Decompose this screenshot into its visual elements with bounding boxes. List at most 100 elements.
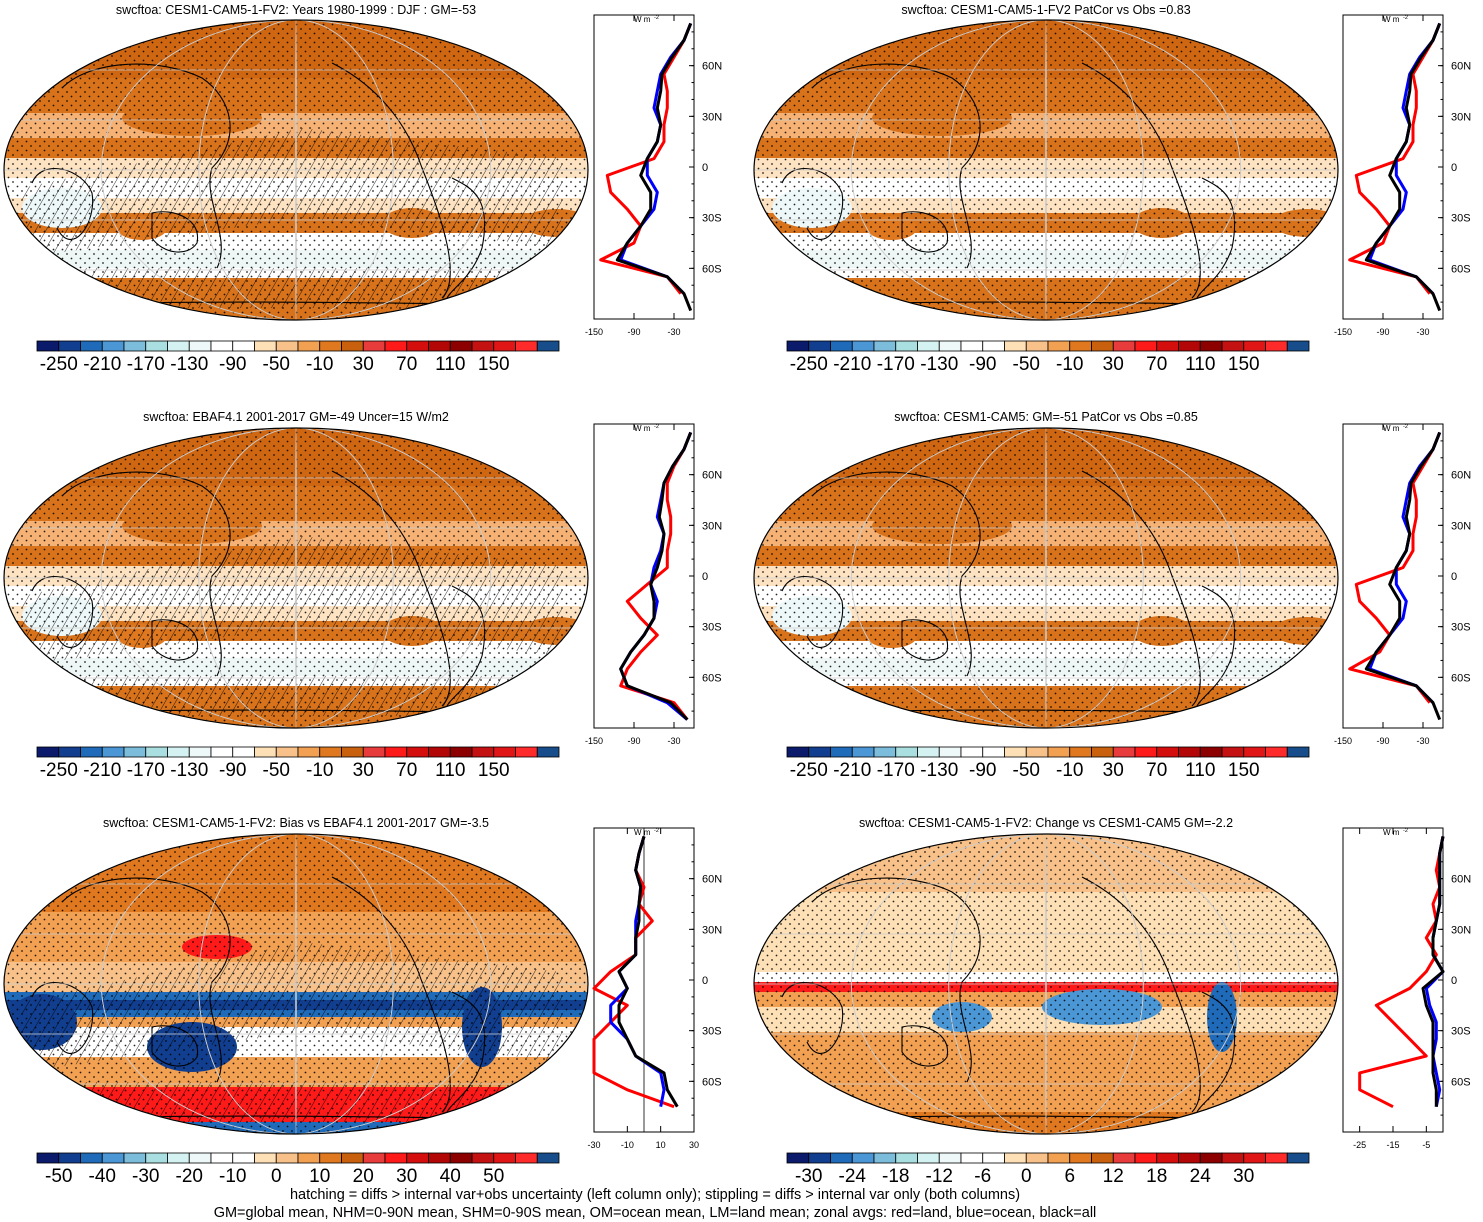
graticule-longitude: [850, 834, 1242, 1134]
zonal-ytick-label: 60N: [702, 470, 722, 482]
colorbar-swatch: [1025, 340, 1049, 352]
zonal-ytick-label: 60N: [702, 874, 722, 886]
colorbar-swatch: [1286, 746, 1310, 758]
graticule-longitude: [100, 20, 492, 320]
map-title: swcftoa: EBAF4.1 2001-2017 GM=-49 Uncer=…: [143, 410, 449, 424]
colorbar-tick-label: -10: [306, 354, 334, 375]
colorbar-swatch: [536, 340, 560, 352]
colorbar-swatch: [982, 340, 1005, 352]
colorbar-swatch: [1286, 340, 1310, 352]
colorbar-swatch: [1265, 1152, 1288, 1164]
colorbar-swatch: [938, 340, 962, 352]
colorbar-swatch: [873, 340, 897, 352]
zonal-land-line: [592, 835, 675, 1109]
zonal-land-line: [1348, 431, 1442, 704]
colorbar-swatch: [384, 1152, 408, 1164]
zonal-ytick-label: 0: [702, 571, 708, 583]
zonal-xtick-label: -30: [667, 736, 680, 746]
colorbar-swatch: [1047, 746, 1071, 758]
colorbar-swatch: [938, 1152, 962, 1164]
colorbar-tick-label: 110: [1185, 354, 1216, 375]
colorbar-swatch: [851, 340, 875, 352]
colorbar-swatch: [1134, 746, 1158, 758]
colorbar-tick-label: -170: [126, 354, 165, 375]
colorbar-swatch: [101, 340, 125, 352]
colorbar-swatch: [167, 746, 190, 758]
map-title: swcftoa: CESM1-CAM5-1-FV2: Change vs CES…: [858, 816, 1234, 830]
colorbar-swatch: [471, 340, 495, 352]
colorbar-swatch: [1199, 746, 1223, 758]
zonal-xtick-label: -30: [1416, 736, 1429, 746]
coastlines: [754, 62, 1338, 309]
zonal-all-line: [1364, 431, 1442, 721]
graticule-longitude: [850, 428, 1242, 728]
colorbar-swatch: [384, 746, 408, 758]
colorbar-swatch: [1221, 1152, 1245, 1164]
colorbar-swatch: [1156, 746, 1179, 758]
zonal-ytick-label: 60S: [1451, 672, 1471, 684]
zonal-ytick-label: 30S: [702, 622, 722, 634]
zonal-ytick-label: 30N: [702, 111, 722, 123]
zonal-ytick-label: 60N: [1451, 874, 1471, 886]
graticule-longitude: [1045, 20, 1047, 320]
colorbar-swatch: [895, 746, 918, 758]
colorbar-swatch: [1047, 1152, 1071, 1164]
colorbar-tick-label: -130: [170, 760, 209, 781]
colorbar-tick-label: -170: [876, 354, 915, 375]
zonal-ytick-label: 30S: [1451, 213, 1471, 225]
colorbar-swatch: [982, 1152, 1005, 1164]
colorbar-tick-label: 10: [309, 1166, 331, 1187]
zonal-ytick-label: 30N: [702, 924, 722, 936]
colorbar-swatch: [808, 746, 831, 758]
colorbar-swatch: [254, 746, 277, 758]
zonal-units-exponent: -2: [1403, 15, 1408, 21]
colorbar-tick-label: -50: [262, 354, 290, 375]
colorbar-swatch: [786, 340, 810, 352]
colorbar-swatch: [1134, 340, 1158, 352]
colorbar-swatch: [341, 746, 364, 758]
colorbar-tick-label: 18: [1146, 1166, 1168, 1187]
colorbar-swatch: [406, 340, 429, 352]
colorbar-swatch: [917, 340, 940, 352]
graticule-longitude: [100, 428, 492, 728]
colorbar-tick-label: -10: [1056, 760, 1084, 781]
colorbar-swatch: [167, 1152, 190, 1164]
colorbar: [36, 1152, 560, 1164]
colorbar-tick-label: -130: [170, 354, 209, 375]
zonal-units-exponent: -2: [654, 828, 659, 834]
zonal-xtick-label: -30: [587, 1140, 600, 1150]
zonal-ytick-label: 30S: [1451, 1026, 1471, 1038]
colorbar-tick-label: 6: [1064, 1166, 1076, 1187]
colorbar-swatch: [1069, 340, 1092, 352]
colorbar-tick-label: -210: [833, 354, 872, 375]
robinson-map: [753, 833, 1339, 1135]
colorbar-tick-label: -170: [876, 760, 915, 781]
colorbar-swatch: [938, 746, 962, 758]
colorbar-swatch: [428, 340, 451, 352]
map-title: swcftoa: CESM1-CAM5: GM=-51 PatCor vs Ob…: [894, 410, 1198, 424]
colorbar-tick-label: 40: [439, 1166, 461, 1187]
map-title: swcftoa: CESM1-CAM5-1-FV2 PatCor vs Obs …: [901, 3, 1191, 17]
colorbar-tick-label: 70: [1146, 354, 1168, 375]
zonal-xtick-label: -150: [1334, 736, 1352, 746]
colorbar-tick-label: 110: [1185, 760, 1216, 781]
colorbar-tick-label: -250: [789, 354, 828, 375]
map-outline: [3, 833, 589, 1135]
map-outline: [3, 19, 589, 321]
zonal-units-exponent: -2: [654, 15, 659, 21]
colorbar-swatch: [960, 746, 984, 758]
graticule-longitude: [295, 834, 297, 1134]
colorbar-swatch: [297, 746, 321, 758]
colorbar-tick-label: 150: [477, 760, 510, 781]
colorbar-swatch: [960, 340, 984, 352]
colorbar-swatch: [319, 746, 342, 758]
colorbar-tick-label: -210: [83, 354, 122, 375]
colorbar-swatch: [851, 1152, 875, 1164]
colorbar: [786, 746, 1310, 758]
colorbar-tick-label: 150: [1227, 354, 1260, 375]
colorbar-tick-label: 0: [1020, 1166, 1032, 1187]
map-title: swcftoa: CESM1-CAM5-1-FV2: Years 1980-19…: [115, 3, 477, 17]
zonal-frame: [1342, 827, 1444, 1133]
zonal-units: W m: [634, 15, 651, 24]
colorbar: [786, 1152, 1310, 1164]
